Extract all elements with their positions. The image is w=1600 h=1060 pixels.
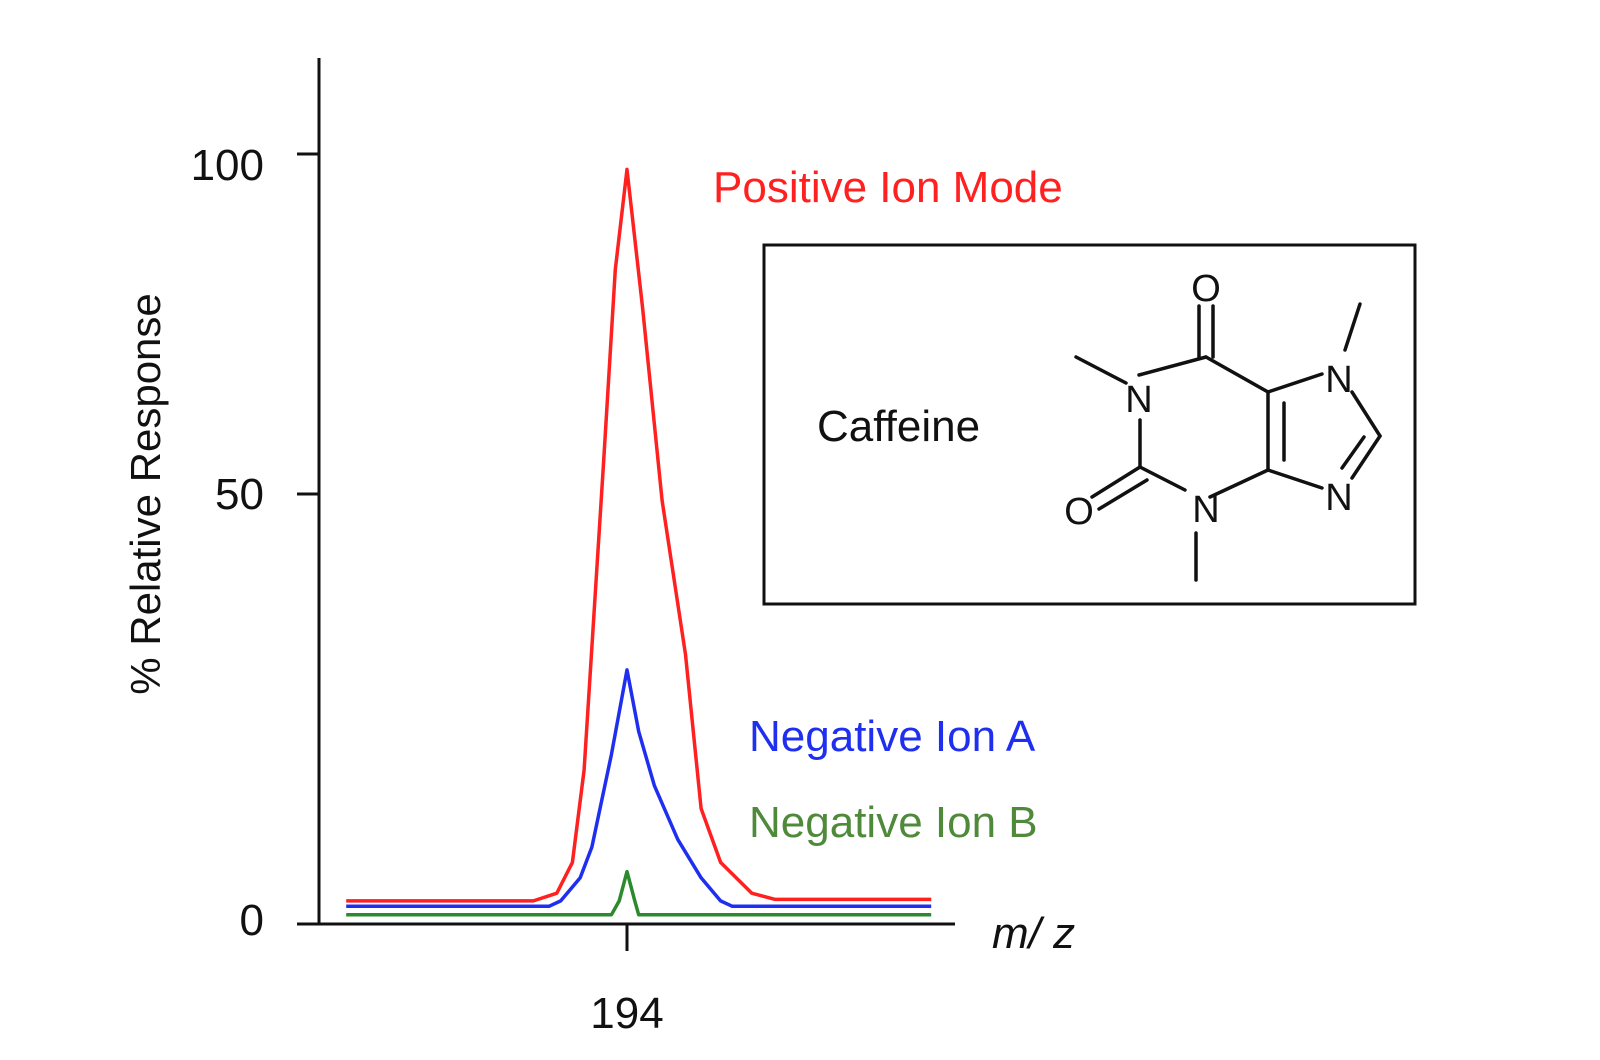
series-label-positive: Positive Ion Mode bbox=[713, 163, 1063, 212]
atom-n3: N bbox=[1192, 489, 1219, 531]
series-negative-ion-a-line bbox=[346, 668, 932, 909]
caffeine-inset: Caffeine bbox=[762, 243, 1417, 606]
y-tick-label-50: 50 bbox=[215, 470, 264, 519]
y-axis-label: % Relative Response bbox=[122, 293, 169, 695]
y-tick-label-0: 0 bbox=[240, 896, 264, 945]
caffeine-atom-labels: O O N N N N bbox=[1064, 268, 1353, 533]
atom-o-left: O bbox=[1064, 491, 1094, 533]
y-tick-label-100: 100 bbox=[191, 141, 264, 190]
series-negative-ion-b-line bbox=[346, 869, 932, 917]
inset-frame bbox=[762, 243, 1417, 606]
atom-o-top: O bbox=[1191, 268, 1221, 310]
series-positive-ion-mode-line bbox=[346, 167, 932, 903]
inset-label: Caffeine bbox=[817, 402, 980, 451]
series-layer bbox=[346, 167, 932, 917]
atom-n9: N bbox=[1325, 477, 1352, 519]
caffeine-structure bbox=[1074, 302, 1382, 582]
x-axis-label: m/ z bbox=[992, 909, 1075, 958]
series-label-negative-a: Negative Ion A bbox=[749, 712, 1036, 761]
x-tick-label-194: 194 bbox=[590, 989, 663, 1038]
series-label-negative-b: Negative Ion B bbox=[749, 798, 1038, 847]
atom-n1: N bbox=[1125, 379, 1152, 421]
atom-n7: N bbox=[1325, 359, 1352, 401]
